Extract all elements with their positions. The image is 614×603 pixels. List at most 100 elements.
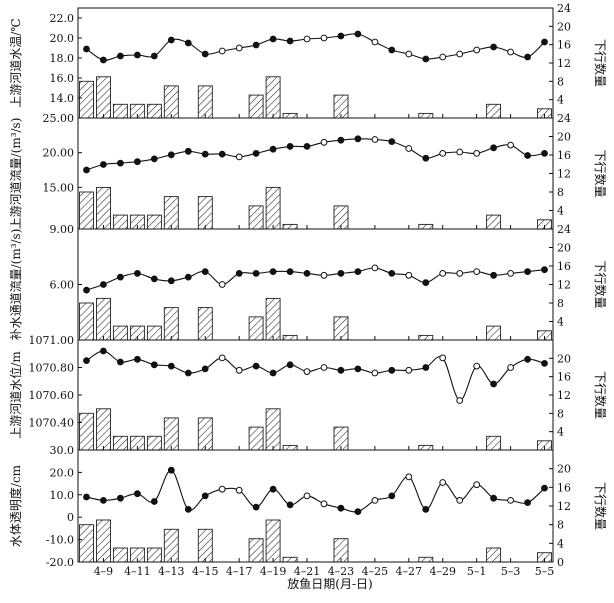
- point-4-27: [405, 271, 413, 279]
- x-tick-label: 4–17: [226, 565, 253, 578]
- point-4-26: [388, 46, 396, 54]
- bar-4-8: [79, 80, 94, 119]
- bar-5-2: [486, 103, 502, 119]
- point-5-3: [507, 141, 515, 149]
- y2-axis-title: 下行数量: [593, 260, 608, 308]
- point-4-24: [354, 135, 362, 143]
- point-4-20: [286, 268, 294, 276]
- x-tick-label: 4–15: [192, 565, 219, 578]
- y-tick-label: 16.0: [50, 72, 75, 85]
- point-4-26: [388, 366, 396, 374]
- point-4-12: [150, 361, 158, 369]
- point-4-24: [354, 365, 362, 373]
- panel-1: 14.0 16.0 18.0 20.0 22.0 4 8 12 16 20 24 上游河道水温/℃ 下行…: [9, 2, 608, 119]
- bar-4-9: [96, 519, 111, 563]
- y2-tick-label: 12: [557, 389, 571, 402]
- point-4-27: [405, 473, 413, 481]
- point-4-18: [252, 270, 260, 277]
- point-4-24: [354, 30, 362, 38]
- point-4-21: [303, 143, 311, 150]
- point-5-4: [524, 152, 531, 159]
- point-4-28: [422, 506, 430, 513]
- y-axis-title: 水体透明度/cm: [8, 464, 23, 547]
- y-tick-label: 14.0: [50, 92, 75, 105]
- bar-4-20: [282, 223, 298, 230]
- bar-4-19: [265, 76, 281, 119]
- bar-4-10: [112, 435, 128, 451]
- point-5-4: [524, 499, 531, 507]
- bar-4-12: [146, 547, 162, 563]
- bar-5-2: [486, 435, 502, 451]
- point-4-22: [320, 138, 328, 146]
- bar-4-13: [163, 417, 179, 451]
- x-tick-label: 5–5: [535, 565, 555, 578]
- point-4-17: [235, 270, 243, 277]
- bar-4-9: [96, 76, 111, 119]
- point-5-3: [507, 270, 515, 277]
- bar-4-15: [197, 528, 213, 563]
- point-5-5: [541, 360, 548, 367]
- point-4-13: [167, 466, 175, 474]
- point-4-12: [150, 275, 158, 283]
- point-4-22: [320, 500, 328, 508]
- y2-tick-label: 20: [557, 242, 571, 255]
- y2-tick-label: 8: [557, 407, 564, 420]
- bar-4-20: [282, 444, 298, 451]
- point-4-10: [117, 159, 124, 167]
- point-4-14: [184, 273, 192, 281]
- series-line: [86, 267, 545, 291]
- point-4-21: [303, 270, 311, 277]
- y2-tick-label: 12: [557, 168, 571, 181]
- y-tick-label: 20.0: [50, 466, 75, 479]
- point-4-25: [371, 369, 379, 377]
- bar-4-12: [146, 103, 162, 119]
- panel-frame: [77, 228, 554, 341]
- bar-4-15: [197, 417, 213, 451]
- point-4-29: [439, 354, 447, 362]
- point-4-15: [201, 268, 209, 276]
- bar-4-10: [112, 103, 128, 119]
- y2-tick-label: 12: [557, 279, 571, 292]
- x-tick-label: 4–11: [124, 565, 151, 578]
- y2-tick-label: 12: [557, 57, 571, 70]
- point-4-28: [422, 364, 430, 371]
- y2-tick-label: 4: [557, 205, 564, 218]
- point-4-28: [422, 279, 430, 287]
- bar-4-28: [418, 223, 434, 230]
- point-4-20: [286, 143, 294, 150]
- point-4-9: [100, 281, 107, 288]
- bar-4-20: [282, 112, 298, 119]
- point-4-30: [456, 50, 464, 58]
- point-4-22: [320, 34, 328, 42]
- point-4-15: [201, 50, 209, 58]
- point-5-5: [541, 266, 548, 274]
- y-tick-label: 30.0: [50, 444, 75, 457]
- y2-tick-label: 4: [557, 426, 564, 439]
- point-4-13: [167, 36, 175, 44]
- point-4-26: [388, 138, 396, 146]
- bar-4-19: [265, 408, 281, 451]
- bar-4-8: [79, 191, 94, 230]
- x-tick-label: 4–9: [94, 565, 114, 578]
- y2-tick-label: 4: [557, 94, 564, 107]
- point-5-1: [473, 268, 481, 276]
- y2-tick-label: 0: [557, 556, 564, 569]
- point-4-9: [100, 56, 107, 64]
- point-4-17: [235, 153, 243, 161]
- x-tick-label: 4–25: [362, 565, 389, 578]
- point-5-1: [473, 150, 481, 157]
- bar-4-9: [96, 186, 111, 230]
- point-4-13: [167, 151, 175, 159]
- point-4-16: [218, 485, 226, 493]
- point-4-15: [201, 492, 209, 500]
- point-4-27: [405, 366, 413, 374]
- bar-4-15: [197, 85, 213, 119]
- y-tick-label: 9.00: [50, 223, 75, 236]
- x-tick-label: 4–29: [429, 565, 456, 578]
- y2-axis-title: 下行数量: [593, 482, 608, 530]
- point-5-2: [490, 43, 498, 51]
- bar-4-19: [265, 297, 281, 341]
- y2-tick-label: 20: [557, 463, 571, 476]
- bar-4-20: [282, 556, 298, 563]
- point-5-2: [490, 494, 498, 502]
